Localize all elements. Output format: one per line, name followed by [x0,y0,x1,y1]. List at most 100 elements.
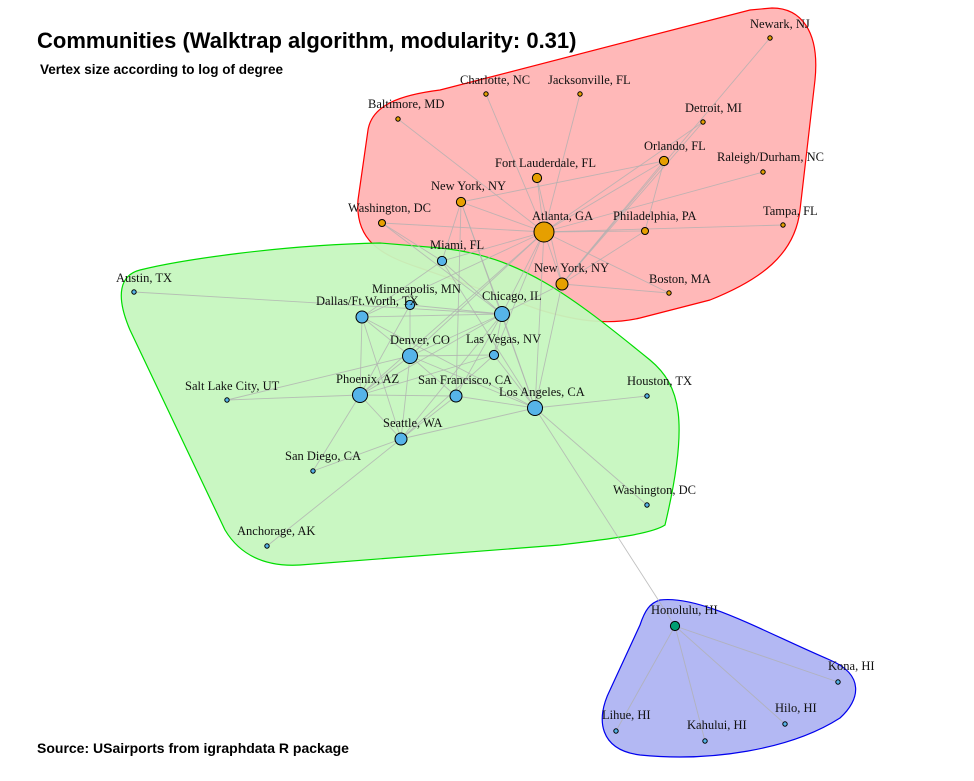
edge-msp-phx [359,304,411,396]
vertex-ewr[interactable] [767,35,773,41]
vertex-hnl[interactable] [669,620,681,632]
vertex-phx[interactable] [352,387,368,403]
vertex-mco[interactable] [658,155,670,167]
edge-mco-nyc2 [561,160,665,285]
vertex-lih[interactable] [613,728,619,734]
vertex-label-bos: Boston, MA [649,272,711,286]
edge-atl-bwi [397,118,545,233]
vertex-label-mia: Miami, FL [430,238,484,252]
vertex-label-msp: Minneapolis, MN [372,282,461,296]
vertex-label-sea: Seattle, WA [383,416,442,430]
vertex-clt[interactable] [483,91,489,97]
diagram-title: Communities (Walktrap algorithm, modular… [37,28,577,53]
vertex-iah[interactable] [644,393,650,399]
edge-den-sfo [409,355,457,397]
edge-dca-mia [381,222,443,262]
edge-den-slc [226,355,411,401]
vertex-label-ogg: Kahului, HI [687,718,747,732]
edge-ord-den [409,313,503,357]
edge-hnl-ogg [674,625,706,742]
vertex-rdu[interactable] [760,169,766,175]
vertex-ito[interactable] [782,721,788,727]
edge-hnl-koa [674,625,839,683]
vertex-aus[interactable] [131,289,137,295]
edge-mco-phl [644,160,665,232]
edge-lax-hnl [534,407,676,627]
vertex-sfo[interactable] [449,389,463,403]
vertex-label-jax: Jacksonville, FL [548,73,631,87]
vertex-label-nyc2: New York, NY [534,261,609,275]
vertex-msp[interactable] [404,299,416,311]
vertex-dfw[interactable] [355,310,369,324]
edge-atl-las [493,231,545,356]
vertex-dtw[interactable] [700,119,706,125]
edge-atl-tpa [543,224,784,233]
edge-atl-mia [441,231,545,262]
vertex-las[interactable] [488,349,500,361]
vertex-label-ewr: Newark, NJ [750,17,810,31]
edge-atl-den [409,231,545,357]
vertex-anc[interactable] [264,543,270,549]
source-note: Source: USairports from igraphdata R pac… [37,740,349,756]
edge-sea-anc [266,438,402,547]
vertex-bwi[interactable] [395,116,401,122]
edge-atl-dca [381,222,545,233]
vertex-ord[interactable] [494,306,510,322]
vertex-label-anc: Anchorage, AK [237,524,315,538]
vertex-label-hnl: Honolulu, HI [651,603,718,617]
vertex-atl[interactable] [533,221,555,243]
edge-den-lax [409,355,536,409]
vertex-label-san: San Diego, CA [285,449,361,463]
edge-las-sea [400,354,495,440]
edge-nyc1-sfo [455,201,462,397]
vertex-mia[interactable] [436,255,448,267]
vertex-slc[interactable] [224,397,230,403]
vertex-dca[interactable] [378,219,386,227]
edge-sfo-sea [400,395,457,440]
vertex-label-dca: Washington, DC [348,201,431,215]
edge-atl-phx [359,231,545,396]
edge-mia-ord [441,260,503,315]
vertex-koa[interactable] [835,679,841,685]
edge-nyc2-lax [534,283,563,409]
edge-hnl-ito [674,625,786,725]
vertex-label-dfw: Dallas/Ft.Worth, TX [316,294,419,308]
edge-atl-rdu [543,171,764,233]
vertex-lax[interactable] [527,400,543,416]
vertex-sea[interactable] [394,432,408,446]
vertex-label-ito: Hilo, HI [775,701,817,715]
edge-lax-sea [400,407,536,440]
vertex-bos[interactable] [666,290,672,296]
edge-dfw-lax [361,316,536,409]
edge-las-lax [493,354,536,409]
vertex-fll[interactable] [531,172,543,184]
edge-ord-lax [501,313,536,409]
vertex-label-iah: Houston, TX [627,374,692,388]
edge-phl-nyc2 [561,230,646,285]
edge-bos-nyc2 [561,283,670,294]
vertex-san[interactable] [310,468,316,474]
vertex-label-fll: Fort Lauderdale, FL [495,156,596,170]
vertex-jax[interactable] [577,91,583,97]
vertex-label-phx: Phoenix, AZ [336,372,399,386]
vertex-nyc2[interactable] [555,277,569,291]
edge-lax-iad [534,407,648,506]
vertex-iad[interactable] [644,502,650,508]
edge-atl-ord [501,231,545,315]
edge-dca-ord [381,222,503,315]
vertex-nyc1[interactable] [455,196,467,208]
vertex-label-tpa: Tampa, FL [763,204,818,218]
edge-atl-nyc1 [460,201,545,233]
edge-sea-san [312,438,402,472]
edge-las-phx [359,354,495,396]
vertex-label-den: Denver, CO [390,333,450,347]
vertex-ogg[interactable] [702,738,708,744]
vertex-den[interactable] [402,348,418,364]
vertex-phl[interactable] [641,227,649,235]
vertex-tpa[interactable] [780,222,786,228]
vertex-label-bwi: Baltimore, MD [368,97,444,111]
vertex-label-koa: Kona, HI [828,659,875,673]
vertex-label-dtw: Detroit, MI [685,101,742,115]
